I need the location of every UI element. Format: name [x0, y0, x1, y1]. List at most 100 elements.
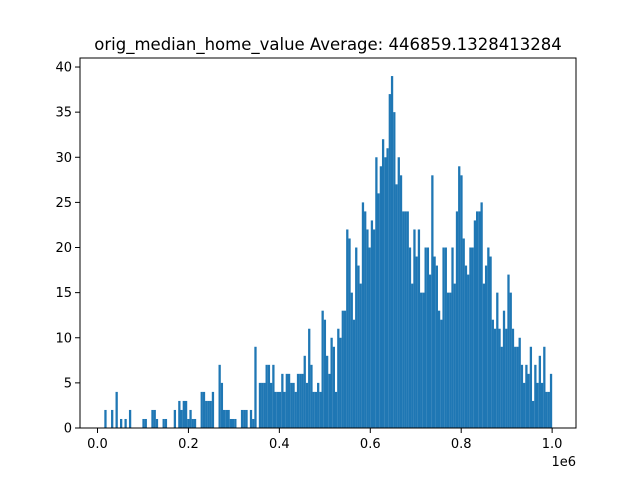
- histogram-bar: [310, 364, 313, 428]
- histogram-bar: [314, 391, 318, 428]
- histogram-bar: [319, 391, 322, 428]
- histogram-bar: [437, 310, 441, 428]
- histogram-bar: [231, 418, 235, 428]
- histogram-bar: [498, 328, 501, 428]
- histogram-bar: [525, 364, 528, 428]
- histogram-bar: [471, 247, 474, 428]
- histogram-bar: [270, 382, 273, 428]
- y-tick-label: 10: [55, 331, 72, 346]
- y-tick-label: 0: [64, 422, 72, 437]
- histogram-bar: [487, 247, 490, 428]
- histogram-bar: [348, 238, 351, 428]
- histogram-bar: [446, 292, 450, 428]
- histogram-bar: [489, 256, 492, 428]
- histogram-bar: [173, 409, 177, 428]
- histogram-bar: [303, 355, 306, 428]
- histogram-bar: [290, 382, 293, 428]
- y-tick-label: 25: [55, 196, 72, 211]
- histogram-bar: [115, 391, 118, 428]
- histogram-bar: [413, 229, 416, 428]
- histogram-bar: [531, 400, 535, 428]
- histogram-bar: [180, 409, 183, 428]
- histogram-bar: [187, 418, 190, 428]
- histogram-bar: [516, 346, 519, 428]
- histogram-bar: [207, 400, 210, 428]
- histogram-bar: [484, 265, 488, 428]
- histogram-bar: [386, 148, 389, 429]
- histogram-bar: [218, 364, 221, 428]
- x-axis: 0.0 0.2 0.4 0.6 0.8 1.0: [87, 428, 562, 452]
- histogram-bar: [258, 382, 262, 428]
- histogram-bar: [393, 112, 396, 429]
- histogram-bar: [343, 310, 347, 428]
- histogram-bar: [294, 391, 297, 428]
- histogram-bar: [120, 418, 123, 428]
- histogram-bar: [162, 418, 165, 428]
- x-tick-label: 0.8: [451, 437, 472, 452]
- histogram-bar: [128, 409, 132, 428]
- histogram-bar: [142, 418, 145, 428]
- histogram-bar: [234, 418, 237, 428]
- histogram-bar: [500, 346, 503, 428]
- histogram-bar: [402, 211, 405, 428]
- histogram-bar: [388, 94, 391, 428]
- histogram-bar: [476, 211, 479, 428]
- histogram-bar: [296, 373, 300, 428]
- histogram-bar: [357, 265, 360, 428]
- y-axis: 0 5 10 15 20 25 30 35 40: [55, 61, 80, 437]
- histogram-bar: [267, 364, 271, 428]
- histogram-bar: [505, 328, 508, 428]
- histogram-bar: [384, 157, 387, 428]
- y-tick-label: 5: [64, 376, 72, 391]
- histogram-bar: [312, 391, 315, 428]
- histogram-bar: [200, 391, 203, 428]
- histogram-bar: [334, 391, 338, 428]
- histogram-bar: [278, 391, 282, 428]
- histogram-bar: [415, 256, 418, 428]
- histogram-bar: [274, 391, 277, 428]
- histogram-bar: [341, 310, 344, 428]
- histogram-bar: [480, 202, 483, 428]
- x-axis-offset-label: 1e6: [551, 455, 576, 470]
- histogram-bar: [478, 211, 481, 428]
- y-tick-label: 30: [55, 151, 72, 166]
- histogram-bar: [545, 391, 548, 428]
- histogram-bar: [281, 373, 284, 428]
- histogram-bar: [420, 292, 423, 428]
- histogram-bar: [222, 409, 226, 428]
- histogram-bar: [455, 211, 459, 428]
- histogram-bar: [482, 283, 486, 428]
- histogram-bar: [408, 247, 412, 428]
- histogram-bar: [202, 391, 206, 428]
- histogram-bar: [151, 409, 154, 428]
- x-tick-label: 0.0: [87, 437, 108, 452]
- histogram-bar: [540, 382, 544, 428]
- histogram-bar: [283, 391, 286, 428]
- histogram-bar: [411, 283, 414, 428]
- histogram-bar: [205, 400, 208, 428]
- histogram-bar: [254, 346, 257, 428]
- histogram-bar: [375, 157, 378, 428]
- histogram-bar: [507, 274, 510, 428]
- histogram-bar: [209, 400, 212, 428]
- histogram-bar: [225, 409, 228, 428]
- histogram-bar: [337, 328, 340, 428]
- histogram-bar: [292, 382, 295, 428]
- x-tick-label: 0.4: [269, 437, 290, 452]
- histogram-bar: [240, 409, 244, 428]
- histogram-bar: [428, 274, 432, 428]
- histogram-bar: [538, 355, 541, 428]
- histogram-bar: [514, 346, 517, 428]
- histogram-bar: [272, 364, 275, 428]
- y-tick-label: 15: [55, 286, 72, 301]
- histogram-bar: [431, 175, 434, 428]
- histogram-bar: [458, 166, 461, 429]
- histogram-bar: [321, 310, 324, 428]
- histogram-bar: [191, 418, 194, 428]
- histogram-bar: [469, 247, 472, 428]
- histogram-bar: [464, 265, 468, 428]
- plot-area-frame: [79, 57, 577, 429]
- histogram-bar: [496, 292, 499, 428]
- histogram-bar: [308, 328, 311, 428]
